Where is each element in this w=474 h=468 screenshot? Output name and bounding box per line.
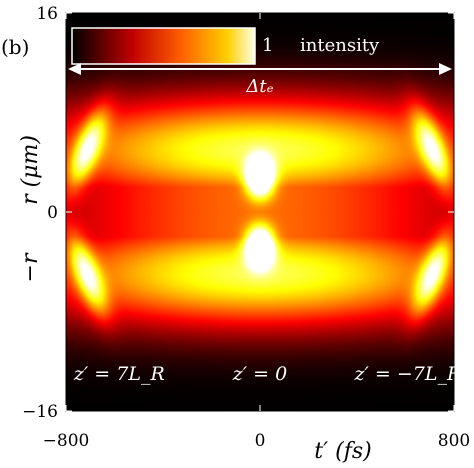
plot-area xyxy=(65,12,455,412)
x-tick-label: 800 xyxy=(438,431,470,451)
colorbar: 0 1 intensity xyxy=(53,27,380,65)
intensity-heatmap xyxy=(66,13,454,411)
panel-label: (b) xyxy=(1,35,29,59)
y-tick-label: 16 xyxy=(36,4,58,24)
x-axis-label: t′ (fs) xyxy=(314,439,371,464)
tick-labels: −800 0 800 16 0 −16 xyxy=(22,4,470,451)
colorbar-gradient xyxy=(71,27,256,65)
colorbar-title: intensity xyxy=(300,35,380,56)
propagation-annotation: z′ = 0 xyxy=(232,363,287,385)
propagation-annotations: z′ = 7L_R z′ = 0 z′ = −7L_R xyxy=(73,363,461,385)
colorbar-max-label: 1 xyxy=(262,35,273,56)
axis-ticks xyxy=(65,12,455,412)
propagation-annotation: z′ = 7L_R xyxy=(73,363,165,385)
colorbar-min-label: 0 xyxy=(53,35,64,56)
duration-arrow-right-head xyxy=(439,62,452,75)
x-tick-label: 0 xyxy=(255,431,266,451)
y-tick-label: 0 xyxy=(47,203,58,223)
duration-arrow-label: Δtₑ xyxy=(245,76,273,97)
x-tick-label: −800 xyxy=(43,431,90,451)
duration-arrow: Δtₑ xyxy=(68,62,452,97)
y-axis-label-top: r (μm) xyxy=(18,135,43,205)
duration-arrow-left-head xyxy=(68,62,81,75)
y-axis-label-bottom: −r xyxy=(18,252,43,282)
propagation-annotation: z′ = −7L_R xyxy=(354,363,462,385)
y-tick-label: −16 xyxy=(22,402,58,422)
